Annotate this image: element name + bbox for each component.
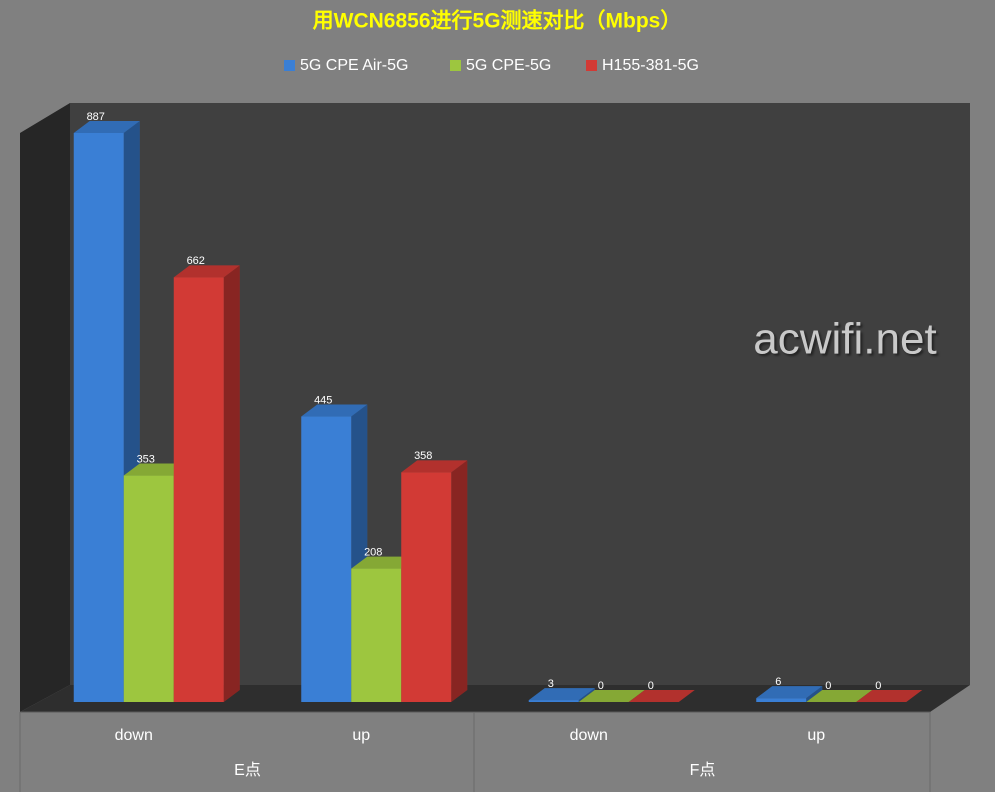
data-label: 0 [825,680,831,692]
bar-top-shade [578,690,645,702]
bar-top-shade [528,688,595,701]
bar-top [173,265,240,278]
watermark: acwifi.net [753,315,936,364]
legend-label: H155-381-5G [602,57,699,74]
chart-title: 用WCN6856进行5G测速对比（Mbps） [313,9,682,33]
bar-top-shade [123,463,190,476]
bar-top [578,690,645,702]
side-wall [20,103,70,712]
group-label: F点 [690,761,716,779]
bar [123,475,174,702]
data-label: 0 [648,680,654,692]
floor [20,685,970,712]
data-label: 208 [364,546,382,558]
bar-top-shade [756,686,823,699]
bar [301,416,352,702]
legend-label: 5G CPE Air-5G [300,57,408,74]
bar-side-shade [451,460,468,702]
bar-top [123,463,190,476]
group-label: E点 [234,761,261,779]
data-label: 0 [875,680,881,692]
legend-swatch [284,60,295,71]
legend-swatch [586,60,597,71]
bar-side-shade [806,686,823,702]
bar [73,132,124,702]
bar-top-shade [173,265,240,278]
bar-top [301,404,368,417]
bar [756,698,807,702]
bar [173,277,224,702]
bar-top [351,556,418,569]
data-label: 0 [598,680,604,692]
bar-side [223,265,240,702]
data-label: 662 [187,255,205,267]
bar-top [401,460,468,473]
bar-top [756,686,823,699]
data-label: 445 [314,394,332,406]
bar-side [578,688,595,702]
data-label: 358 [414,450,432,462]
bar [401,472,452,702]
bar-top-shade [73,120,140,133]
bar-top-shade [856,690,923,702]
bar-top [856,690,923,702]
bar-side-shade [578,688,595,702]
bar-side-shade [223,265,240,702]
legend-swatch [450,60,461,71]
bar-top [73,120,140,133]
bar-side [806,686,823,702]
x-tick-label: down [570,727,608,744]
bar-top-shade [401,460,468,473]
bar-top [528,688,595,701]
data-label: 6 [775,676,781,688]
bar [528,700,579,702]
bar-top [806,690,873,702]
bar-side [451,460,468,702]
bar-top-shade [806,690,873,702]
bar [351,568,402,702]
bar-top-shade [301,404,368,417]
bar-top-shade [628,690,695,702]
bar-top [628,690,695,702]
data-label: 3 [548,678,554,690]
bar-top-shade [351,556,418,569]
x-tick-label: up [807,727,825,744]
back-wall [70,103,970,685]
data-label: 353 [137,453,155,465]
x-tick-label: up [352,727,370,744]
x-tick-label: down [115,727,153,744]
legend-label: 5G CPE-5G [466,57,551,74]
data-label: 887 [87,111,105,123]
